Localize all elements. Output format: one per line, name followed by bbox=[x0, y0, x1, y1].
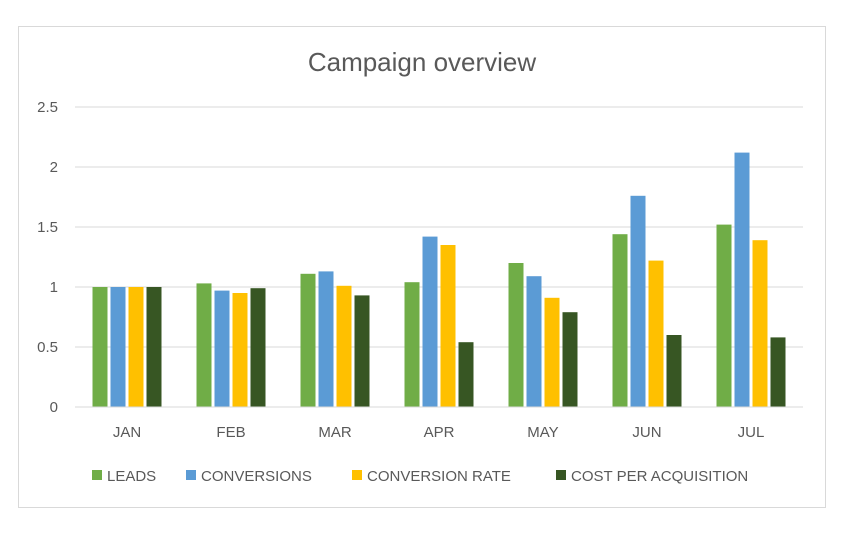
gridlines bbox=[75, 106, 803, 408]
bar-conversion-rate-apr bbox=[440, 245, 456, 407]
bar-conversion-rate-feb bbox=[232, 293, 248, 407]
bar-conversions-may bbox=[526, 276, 542, 407]
y-axis: 0 0.5 1 1.5 2 2.5 bbox=[37, 99, 58, 416]
y-tick-label: 2 bbox=[50, 159, 58, 176]
bar-leads-jan bbox=[92, 287, 108, 407]
legend-label: COST PER ACQUISITION bbox=[571, 468, 748, 485]
legend-swatch bbox=[186, 470, 196, 480]
bars bbox=[92, 152, 786, 407]
y-tick-label: 2.5 bbox=[37, 99, 58, 116]
bar-leads-mar bbox=[300, 273, 316, 407]
x-tick-label: MAY bbox=[527, 424, 558, 441]
bar-conversions-jan bbox=[110, 287, 126, 407]
x-tick-label: JAN bbox=[113, 424, 141, 441]
bar-cost-per-acquisition-apr bbox=[458, 342, 474, 407]
legend-label: CONVERSION RATE bbox=[367, 468, 511, 485]
x-tick-label: JUN bbox=[632, 424, 661, 441]
legend-item: COST PER ACQUISITION bbox=[556, 468, 748, 485]
legend-label: LEADS bbox=[107, 468, 156, 485]
x-tick-label: APR bbox=[424, 424, 455, 441]
legend-swatch bbox=[352, 470, 362, 480]
y-tick-label: 1 bbox=[50, 279, 58, 296]
x-tick-label: FEB bbox=[216, 424, 245, 441]
bar-cost-per-acquisition-jun bbox=[666, 335, 682, 407]
bar-conversions-jun bbox=[630, 195, 646, 407]
y-tick-label: 0.5 bbox=[37, 339, 58, 356]
bar-leads-apr bbox=[404, 282, 420, 407]
bar-conversions-mar bbox=[318, 271, 334, 407]
chart-frame bbox=[18, 26, 826, 508]
bar-cost-per-acquisition-mar bbox=[354, 295, 370, 407]
bar-leads-may bbox=[508, 263, 524, 407]
legend-swatch bbox=[92, 470, 102, 480]
legend-item: CONVERSIONS bbox=[186, 468, 312, 485]
legend-item: CONVERSION RATE bbox=[352, 468, 511, 485]
bar-cost-per-acquisition-feb bbox=[250, 288, 266, 407]
legend-label: CONVERSIONS bbox=[201, 468, 312, 485]
bar-conversions-feb bbox=[214, 290, 230, 407]
bar-cost-per-acquisition-jan bbox=[146, 287, 162, 407]
bar-conversion-rate-jan bbox=[128, 287, 144, 407]
bar-conversion-rate-jul bbox=[752, 240, 768, 407]
bar-conversions-apr bbox=[422, 236, 438, 407]
x-tick-label: MAR bbox=[318, 424, 352, 441]
bar-conversions-jul bbox=[734, 152, 750, 407]
chart-title: Campaign overview bbox=[308, 47, 537, 77]
bar-leads-jun bbox=[612, 234, 628, 407]
bar-cost-per-acquisition-jul bbox=[770, 337, 786, 407]
bar-conversion-rate-jun bbox=[648, 260, 664, 407]
y-tick-label: 0 bbox=[50, 399, 58, 416]
x-axis: JAN FEB MAR APR MAY JUN JUL bbox=[75, 406, 803, 441]
legend-item: LEADS bbox=[92, 468, 156, 485]
bar-cost-per-acquisition-may bbox=[562, 312, 578, 407]
legend: LEADS CONVERSIONS CONVERSION RATE COST PER … bbox=[92, 468, 748, 485]
bar-leads-feb bbox=[196, 283, 212, 407]
y-tick-label: 1.5 bbox=[37, 219, 58, 236]
x-tick-label: JUL bbox=[738, 424, 765, 441]
legend-swatch bbox=[556, 470, 566, 480]
bar-leads-jul bbox=[716, 224, 732, 407]
bar-conversion-rate-may bbox=[544, 297, 560, 407]
bar-conversion-rate-mar bbox=[336, 285, 352, 407]
